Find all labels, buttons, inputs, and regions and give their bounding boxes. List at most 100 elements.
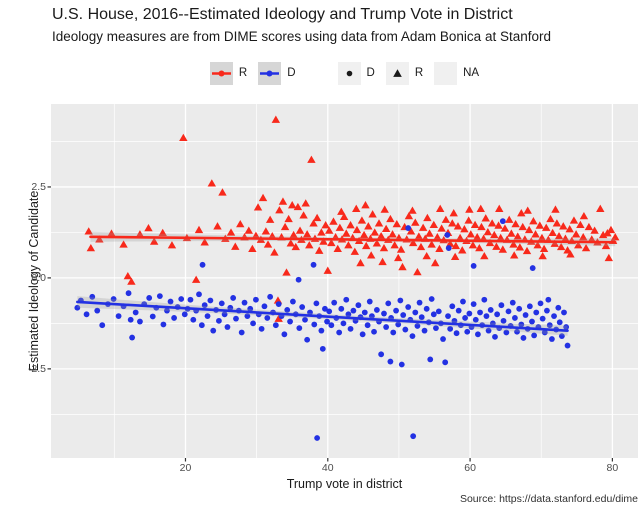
- data-point-d: [537, 300, 544, 307]
- data-point-d: [146, 295, 153, 301]
- legend-key-shape-d: [337, 61, 361, 85]
- data-point-r: [552, 219, 562, 227]
- data-point-r: [158, 228, 167, 236]
- data-point-d: [472, 316, 479, 323]
- legend-key-shape-na: [434, 61, 458, 85]
- data-point-r: [299, 211, 308, 219]
- data-point-r: [207, 179, 217, 187]
- data-point-d: [498, 302, 505, 309]
- data-point-r: [465, 205, 474, 213]
- data-point-d: [509, 299, 516, 306]
- data-point-r: [119, 240, 128, 248]
- data-point-r: [346, 221, 355, 229]
- data-point-r: [261, 227, 271, 235]
- legend-label: D: [287, 67, 296, 79]
- data-point-d: [433, 325, 439, 332]
- data-point-r: [361, 201, 370, 209]
- data-point-r: [435, 244, 444, 253]
- data-point-d: [110, 296, 117, 302]
- data-point-r: [470, 220, 480, 228]
- data-point-r: [581, 243, 591, 252]
- data-point-r: [466, 230, 475, 238]
- x-axis-tick: [327, 458, 329, 462]
- x-tick-label: 60: [464, 462, 476, 474]
- data-point-r: [565, 225, 574, 233]
- data-point-d: [299, 304, 306, 310]
- data-point-d: [412, 309, 419, 316]
- source-caption: Source: https://data.stanford.edu/dime: [459, 493, 638, 505]
- data-point-d: [125, 290, 132, 297]
- legend-item-shape-d: D: [337, 61, 375, 85]
- data-point-r: [191, 275, 201, 283]
- data-point-d: [253, 296, 259, 303]
- data-point-d: [558, 333, 565, 340]
- data-point-r: [286, 239, 295, 247]
- legend-label: D: [366, 67, 375, 79]
- data-point-r: [576, 220, 585, 228]
- data-point-d: [444, 232, 451, 238]
- data-point-d: [164, 307, 170, 314]
- data-point-d: [393, 307, 399, 314]
- data-point-r: [339, 212, 349, 220]
- panel-background: [51, 104, 638, 458]
- data-point-r: [468, 241, 478, 249]
- data-point-r: [431, 258, 440, 267]
- data-point-r: [342, 229, 351, 237]
- data-point-r: [411, 218, 420, 226]
- data-point-r: [350, 247, 360, 255]
- data-point-r: [445, 239, 455, 247]
- data-point-d: [492, 333, 498, 340]
- data-point-d: [475, 331, 481, 338]
- data-point-d: [314, 435, 321, 441]
- data-point-r: [542, 223, 551, 231]
- y-axis-tick: [47, 186, 51, 188]
- data-point-r: [601, 241, 611, 250]
- data-point-r: [539, 244, 549, 253]
- data-point-r: [561, 234, 570, 242]
- data-point-r: [524, 225, 534, 234]
- data-point-d: [281, 331, 288, 338]
- data-point-d: [481, 296, 488, 303]
- data-point-r: [302, 230, 312, 238]
- x-axis-tick: [611, 458, 613, 462]
- data-point-d: [181, 311, 188, 318]
- data-point-r: [481, 214, 490, 222]
- data-point-r: [507, 229, 516, 237]
- data-point-r: [288, 201, 297, 209]
- data-point-r: [550, 239, 559, 247]
- data-point-d: [304, 336, 311, 343]
- data-point-r: [309, 219, 318, 227]
- data-point-r: [531, 230, 540, 238]
- data-point-r: [574, 241, 583, 249]
- data-point-r: [364, 222, 373, 230]
- data-point-r: [418, 223, 428, 231]
- data-point-r: [374, 219, 384, 227]
- data-point-d: [171, 315, 177, 321]
- data-point-r: [258, 193, 268, 202]
- data-point-r: [606, 225, 616, 234]
- data-point-r: [464, 216, 473, 224]
- data-point-r: [453, 222, 463, 230]
- data-point-d: [477, 309, 483, 316]
- data-point-r: [584, 222, 594, 231]
- legend-key-line-d: [258, 61, 282, 85]
- data-point-r: [590, 226, 599, 234]
- data-point-d: [338, 305, 345, 312]
- data-point-d: [390, 329, 397, 336]
- data-point-r: [274, 314, 283, 322]
- data-point-d: [449, 303, 456, 310]
- data-point-d: [204, 313, 211, 320]
- data-point-r: [406, 227, 416, 235]
- data-point-r: [344, 241, 353, 249]
- data-point-d: [531, 332, 538, 339]
- data-point-r: [84, 227, 93, 235]
- data-point-d: [322, 305, 328, 312]
- data-point-d: [336, 329, 343, 336]
- data-point-d: [244, 313, 251, 320]
- data-point-r: [483, 227, 493, 236]
- data-point-r: [515, 243, 525, 251]
- data-point-r: [571, 230, 581, 238]
- data-point-r: [398, 262, 407, 271]
- data-point-r: [271, 115, 281, 123]
- data-point-r: [496, 233, 505, 242]
